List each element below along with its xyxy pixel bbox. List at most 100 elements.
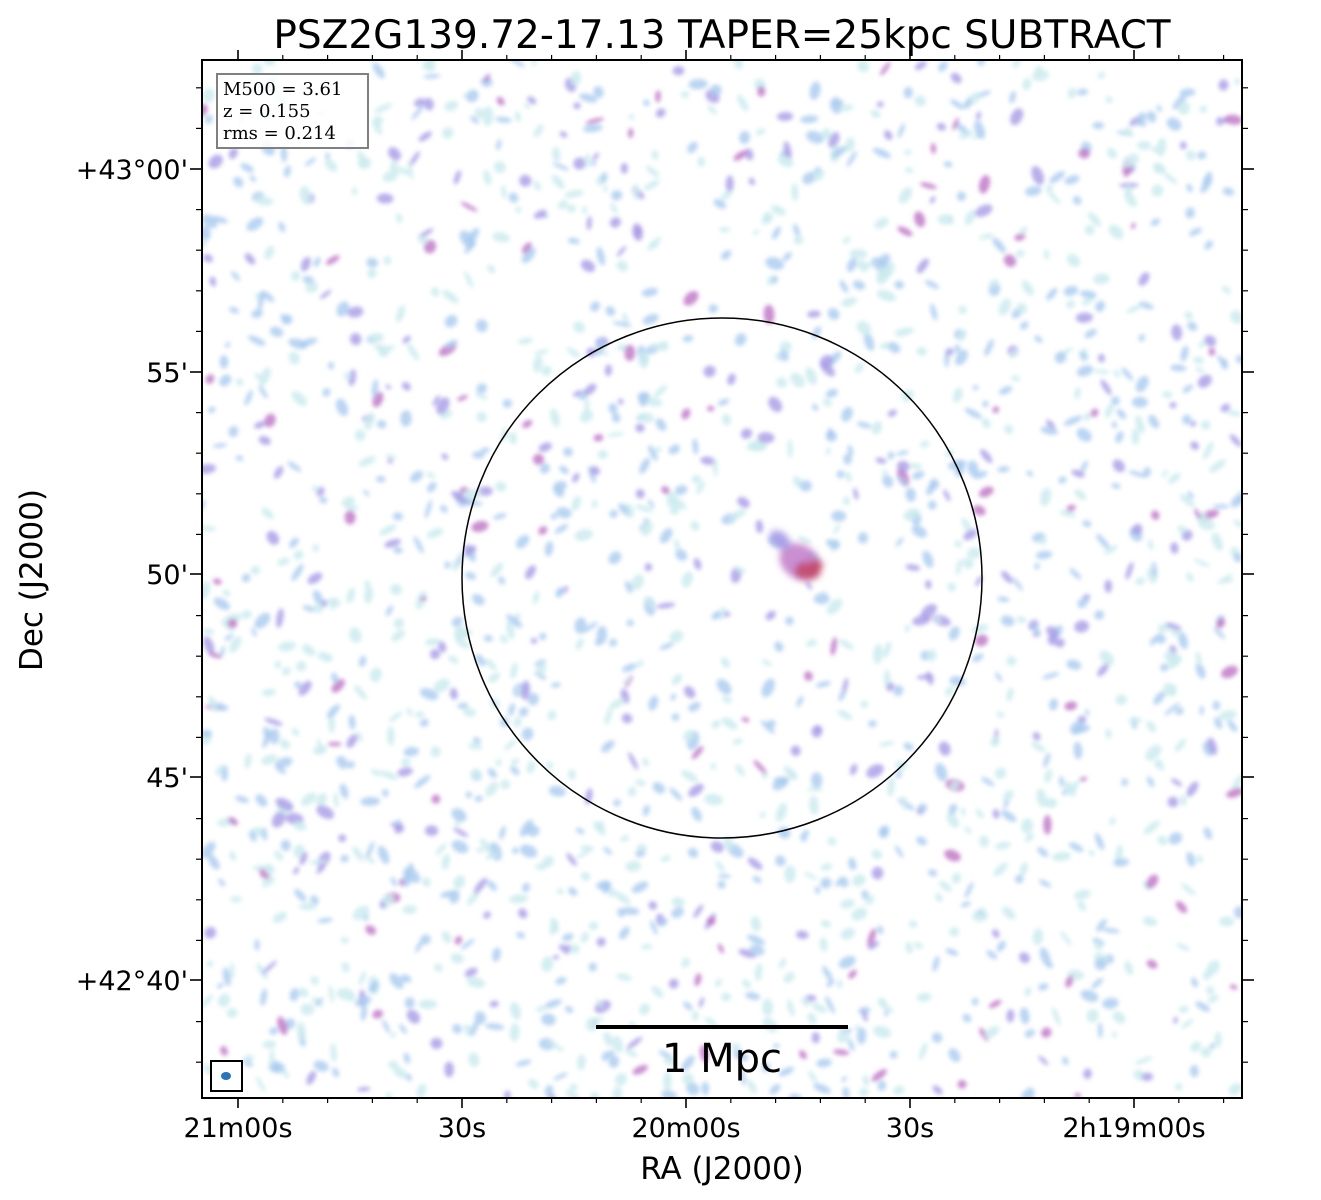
noise-blob	[603, 185, 608, 193]
noise-blob	[604, 364, 612, 377]
noise-blob	[857, 532, 869, 544]
noise-blob	[293, 844, 305, 858]
noise-blob	[733, 1050, 749, 1062]
noise-blob	[707, 105, 717, 115]
noise-blob	[272, 911, 288, 923]
noise-blob	[821, 128, 832, 140]
noise-blob	[958, 305, 967, 314]
noise-blob	[958, 130, 974, 140]
noise-blob	[619, 926, 630, 940]
noise-blob	[493, 513, 507, 520]
noise-blob	[765, 610, 776, 621]
noise-blob	[1038, 1055, 1049, 1066]
noise-blob	[357, 150, 367, 169]
noise-blob	[550, 917, 559, 933]
noise-blob	[381, 789, 389, 797]
noise-blob	[608, 888, 617, 898]
noise-blob	[475, 319, 488, 333]
noise-blob	[1162, 172, 1178, 184]
noise-blob	[1000, 615, 1015, 627]
noise-blob	[932, 1085, 943, 1095]
noise-blob	[202, 628, 215, 635]
noise-blob	[753, 760, 767, 775]
noise-blob	[963, 98, 972, 109]
noise-blob	[1175, 707, 1184, 716]
noise-blob	[468, 1052, 480, 1067]
noise-blob	[326, 704, 341, 719]
noise-blob	[1046, 189, 1061, 205]
noise-blob	[977, 60, 985, 67]
noise-blob	[1063, 285, 1079, 297]
noise-blob	[820, 863, 833, 871]
noise-blob	[291, 728, 300, 736]
noise-blob	[592, 152, 600, 161]
noise-blob	[1156, 104, 1162, 113]
noise-blob	[896, 450, 909, 456]
noise-blob	[1134, 1056, 1153, 1065]
noise-blob	[1188, 227, 1203, 237]
noise-blob	[444, 1061, 454, 1078]
noise-blob	[806, 787, 823, 792]
noise-blob	[423, 97, 434, 111]
noise-blob	[936, 122, 947, 131]
noise-blob	[258, 385, 268, 399]
noise-blob	[430, 746, 441, 758]
noise-blob	[761, 1062, 771, 1073]
noise-blob	[954, 540, 963, 548]
noise-blob	[295, 660, 307, 672]
noise-blob	[346, 587, 355, 604]
noise-blob	[336, 755, 349, 769]
noise-blob	[938, 61, 948, 72]
noise-blob	[798, 1050, 807, 1060]
noise-blob	[862, 1010, 868, 1022]
noise-blob	[437, 641, 447, 653]
noise-blob	[388, 711, 403, 723]
noise-blob	[763, 304, 775, 325]
noise-blob	[515, 1059, 532, 1067]
noise-blob	[609, 509, 618, 518]
noise-blob	[632, 223, 643, 241]
noise-blob	[1095, 300, 1106, 313]
noise-blob	[212, 443, 228, 448]
noise-blob	[564, 189, 584, 198]
noise-blob	[541, 365, 552, 376]
noise-blob	[842, 496, 850, 506]
noise-blob	[1006, 687, 1014, 702]
noise-blob	[619, 835, 630, 842]
noise-blob	[550, 408, 560, 427]
noise-blob	[905, 941, 913, 954]
noise-blob	[612, 1035, 623, 1054]
noise-blob	[1138, 272, 1150, 286]
noise-blob	[757, 432, 775, 444]
y-tick-label: +43°00'	[76, 155, 188, 186]
noise-blob	[231, 271, 241, 281]
noise-blob	[1104, 545, 1118, 555]
noise-blob	[626, 619, 634, 627]
noise-blob	[1065, 975, 1074, 988]
noise-blob	[974, 120, 986, 140]
noise-blob	[313, 256, 321, 268]
noise-blob	[1079, 290, 1097, 298]
noise-blob	[839, 280, 849, 293]
noise-blob	[1002, 790, 1014, 802]
noise-blob	[390, 876, 398, 887]
noise-blob	[898, 187, 913, 204]
noise-blob	[411, 104, 425, 121]
noise-blob	[514, 111, 521, 122]
noise-blob	[773, 777, 789, 785]
noise-blob	[310, 976, 319, 985]
noise-blob	[552, 480, 567, 493]
noise-blob	[978, 486, 994, 498]
noise-blob	[878, 828, 889, 839]
noise-blob	[311, 485, 319, 492]
noise-blob	[358, 971, 366, 986]
noise-blob	[638, 351, 649, 369]
noise-blob	[202, 88, 215, 103]
noise-blob	[1099, 650, 1115, 666]
noise-blob	[1097, 1022, 1103, 1039]
noise-blob	[1212, 700, 1221, 711]
noise-blob	[1019, 1007, 1030, 1025]
noise-blob	[608, 551, 622, 565]
noise-blob	[693, 558, 702, 570]
noise-blob	[777, 155, 794, 168]
